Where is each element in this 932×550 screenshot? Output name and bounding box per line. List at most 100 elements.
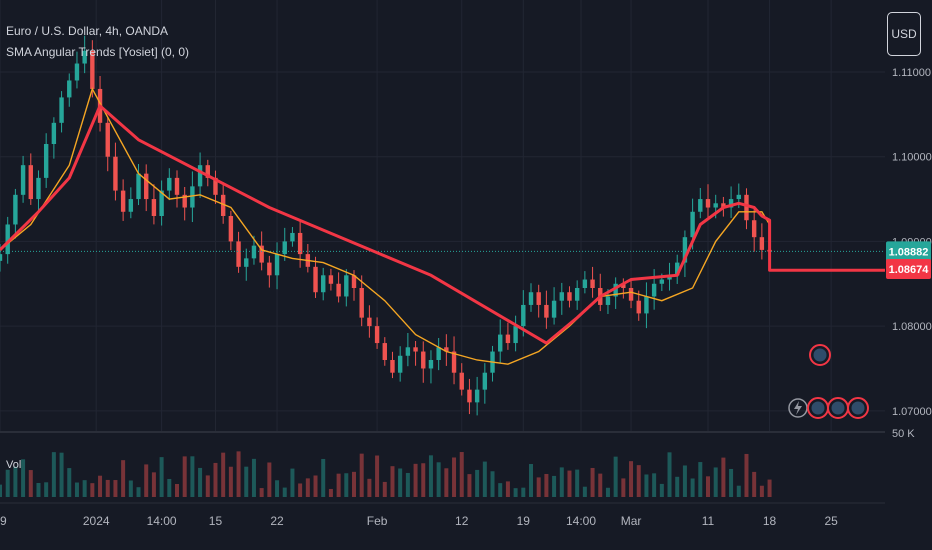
volume-bar <box>336 473 341 497</box>
candle-body <box>90 50 95 89</box>
candle-body <box>144 173 149 200</box>
y-tick-label: 1.10000 <box>892 152 932 164</box>
candle <box>113 142 118 201</box>
volume-bar <box>513 488 518 497</box>
candle-body <box>482 372 488 390</box>
volume-bar <box>598 473 603 497</box>
candle <box>205 159 210 187</box>
candle-body <box>159 190 164 216</box>
x-tick-label: 14:00 <box>147 514 177 528</box>
volume-bar <box>352 471 356 497</box>
volume-bar <box>359 453 364 497</box>
candle-body <box>413 347 418 352</box>
x-tick-label: Mar <box>621 514 642 528</box>
volume-bar <box>236 451 241 497</box>
volume-bar <box>736 485 741 497</box>
candle-body <box>405 347 411 356</box>
candle <box>544 290 549 329</box>
event-marker-icon <box>809 344 831 366</box>
volume-bar <box>690 478 695 497</box>
volume-bar <box>428 455 433 497</box>
candle-body <box>659 279 665 284</box>
x-tick-label: 14:00 <box>566 514 596 528</box>
eu-flag-icon-fill <box>851 401 865 415</box>
volume-bar <box>567 470 572 497</box>
volume-bar <box>51 452 56 497</box>
volume-bar <box>251 458 256 497</box>
candle <box>428 350 434 384</box>
candle <box>536 284 541 318</box>
candle-body <box>751 220 757 238</box>
candle-body <box>582 279 588 288</box>
price-grid <box>0 0 932 504</box>
candle <box>421 341 426 383</box>
candle <box>682 230 688 278</box>
us-flag-icon-fill <box>811 401 825 415</box>
candle <box>444 334 449 366</box>
volume-bar <box>21 459 26 497</box>
candle <box>190 171 195 223</box>
candle <box>628 279 634 309</box>
candle <box>498 319 503 364</box>
candle-body <box>282 241 287 255</box>
x-tick-label: 15 <box>209 514 223 528</box>
volume-bar <box>398 468 403 497</box>
volume-bar <box>144 464 149 497</box>
candle <box>651 269 657 310</box>
volume-bar <box>259 488 264 497</box>
price-axis[interactable]: 1.070001.080001.090001.100001.110001.088… <box>885 0 932 550</box>
candle <box>74 51 80 89</box>
last-price-tag-bg <box>886 241 931 262</box>
trend-price-tag-bg <box>886 259 931 280</box>
candle-body <box>698 199 703 212</box>
volume-bar <box>298 483 303 497</box>
candle <box>197 152 203 198</box>
candle-body <box>182 194 187 208</box>
candle-body <box>28 165 33 200</box>
volume-bar <box>744 453 749 497</box>
volume-bar <box>575 469 580 497</box>
us-flag-icon-fill <box>831 401 845 415</box>
volume-bar <box>405 472 410 497</box>
time-axis[interactable]: 19 2024 14:00 15 22 Feb 12 19 14:00 Mar 11 18 25 <box>0 514 838 528</box>
candle <box>559 282 564 315</box>
candle <box>613 277 618 309</box>
candle-body <box>67 80 72 98</box>
event-markers[interactable] <box>788 344 869 419</box>
candle-body <box>205 165 210 178</box>
candle <box>436 337 441 371</box>
candle-body <box>498 334 503 352</box>
candle <box>321 267 326 301</box>
candle <box>590 266 595 298</box>
candle-body <box>313 266 318 293</box>
candle <box>551 287 557 325</box>
candle-body <box>13 194 18 225</box>
volume-bar <box>613 456 618 497</box>
candle <box>28 153 33 205</box>
candle <box>136 163 141 206</box>
volume-bar <box>682 465 687 497</box>
candle <box>582 271 588 294</box>
volume-bar <box>375 455 380 497</box>
candle-body <box>644 296 649 314</box>
volume-bar <box>90 483 95 497</box>
candle <box>120 179 126 221</box>
volume-bar <box>328 488 333 497</box>
x-tick-label: 11 <box>702 514 715 528</box>
volume-bar <box>552 475 557 497</box>
candle-body <box>259 245 264 263</box>
indicator-title[interactable]: SMA Angular Trends [Yosiet] (0, 0) <box>6 45 189 59</box>
volume-bar <box>59 452 64 497</box>
candle-body <box>290 232 295 242</box>
volume-bar <box>759 485 764 497</box>
currency-button[interactable]: USD <box>887 12 921 56</box>
volume-bar <box>698 462 703 497</box>
volume-bar <box>559 467 564 497</box>
candle-body <box>174 177 180 195</box>
candle-body <box>359 288 364 318</box>
candle <box>505 322 511 350</box>
volume-bar <box>636 465 641 497</box>
candle <box>59 91 64 133</box>
volume-bar <box>282 487 287 497</box>
